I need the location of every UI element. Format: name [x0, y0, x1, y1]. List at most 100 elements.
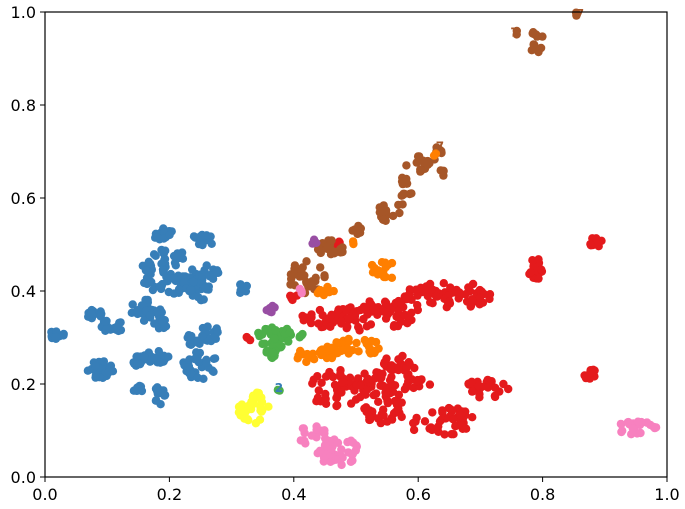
scatter-point	[332, 393, 341, 403]
plot-frame	[44, 11, 668, 478]
scatter-point	[185, 339, 194, 349]
scatter-point	[257, 397, 267, 407]
scatter-point	[333, 438, 343, 447]
scatter-point	[284, 337, 293, 346]
scatter-point	[312, 397, 321, 406]
scatter-point	[529, 28, 538, 37]
scatter-point	[354, 322, 363, 332]
cluster-1-7	[360, 396, 406, 428]
cluster-6-1	[296, 422, 330, 448]
scatter-point	[212, 268, 221, 278]
scatter-point	[316, 263, 325, 272]
scatter-point	[91, 361, 100, 371]
scatter-point	[334, 305, 343, 314]
scatter-point	[140, 278, 149, 288]
scatter-point	[51, 332, 61, 342]
cluster-0-13	[129, 352, 150, 370]
scatter-point	[158, 317, 167, 326]
scatter-point	[512, 26, 521, 36]
point-annotation: 7	[436, 139, 444, 153]
scatter-point	[348, 449, 358, 458]
series-4	[254, 323, 307, 395]
series-1	[242, 234, 606, 439]
scatter-point	[349, 239, 358, 249]
scatter-point	[159, 268, 168, 277]
scatter-point	[198, 240, 207, 250]
scatter-point	[329, 286, 338, 296]
scatter-point	[380, 358, 389, 367]
point-annotation: 7	[576, 7, 584, 21]
scatter-point	[376, 381, 385, 390]
cluster-0-10	[236, 280, 251, 297]
scatter-point	[374, 397, 383, 406]
scatter-point	[395, 208, 404, 218]
scatter-point	[413, 305, 422, 315]
scatter-point	[589, 365, 598, 374]
cluster-1-8	[464, 375, 513, 402]
scatter-point	[409, 418, 418, 428]
scatter-point	[160, 391, 169, 400]
scatter-point	[251, 419, 261, 428]
scatter-point	[171, 261, 180, 270]
scatter-point	[353, 374, 363, 383]
x-tick-label: 0.6	[405, 485, 430, 504]
cluster-0-18	[129, 381, 147, 396]
scatter-point	[202, 358, 211, 367]
scatter-point	[337, 378, 347, 387]
cluster-0-9	[198, 261, 223, 283]
cluster-5-0	[234, 388, 273, 428]
cluster-1-11	[580, 365, 599, 383]
scatter-point	[485, 294, 494, 304]
scatter-point	[361, 390, 370, 399]
scatter-point	[420, 417, 430, 426]
scatter-point	[468, 295, 477, 304]
scatter-point	[137, 386, 147, 396]
scatter-point	[332, 455, 341, 464]
y-tick-label: 1.0	[11, 3, 36, 22]
scatter-point	[275, 386, 284, 395]
y-tick-label: 0.8	[11, 96, 36, 115]
cluster-1-5	[379, 351, 419, 375]
scatter-point	[198, 323, 208, 333]
x-axis-ticks: 0.0 0.2 0.4 0.6 0.8 1.0	[32, 477, 680, 504]
scatter-point	[327, 353, 337, 363]
scatter-point	[402, 381, 411, 390]
scatter-point	[388, 211, 398, 221]
y-tick-label: 0.0	[11, 468, 36, 487]
scatter-point	[359, 314, 368, 324]
cluster-0-2	[97, 316, 126, 336]
cluster-2-1	[313, 236, 347, 259]
scatter-point	[237, 400, 247, 409]
cluster-0-7	[127, 295, 166, 325]
scatter-point	[381, 388, 390, 397]
scatter-point	[455, 288, 464, 297]
scatter-point	[320, 271, 329, 280]
scatter-point	[447, 406, 457, 416]
scatter-point	[192, 348, 201, 357]
scatter-point	[300, 436, 309, 446]
cluster-0-17	[151, 383, 170, 409]
cluster-3-3	[367, 258, 397, 282]
scatter-point	[416, 376, 426, 385]
y-tick-label: 0.2	[11, 375, 36, 394]
scatter-point	[297, 288, 306, 298]
scatter-point	[354, 221, 363, 231]
scatter-point	[333, 401, 342, 410]
cluster-1-0	[298, 303, 416, 335]
scatter-point	[343, 322, 352, 331]
cluster-0-16	[150, 315, 171, 333]
scatter-point	[299, 316, 308, 325]
scatter-point	[297, 331, 306, 340]
scatter-point	[102, 325, 111, 334]
scatter-point	[285, 328, 295, 337]
scatter-point	[369, 390, 378, 400]
cluster-6-3	[295, 284, 306, 298]
scatter-point	[159, 247, 168, 256]
scatter-point	[362, 322, 372, 331]
scatter-point	[536, 43, 546, 53]
scatter-point	[337, 445, 346, 454]
scatter-point	[586, 241, 596, 250]
scatter-point	[99, 357, 109, 366]
scatter-point	[327, 445, 336, 454]
